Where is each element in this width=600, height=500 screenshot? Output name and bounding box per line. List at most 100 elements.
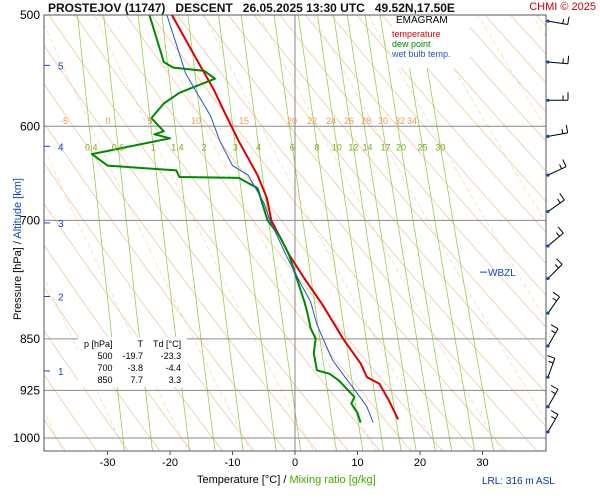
mixing-ratio-label: 30 — [435, 142, 445, 152]
altitude-tick-label: 3 — [58, 219, 64, 230]
dry-adiabat — [381, 15, 546, 202]
moist-adiabat — [258, 15, 503, 451]
dry-adiabat — [48, 15, 381, 451]
legend-wetbulb: wet bulb temp. — [392, 49, 451, 59]
wind-barb-dot — [546, 209, 550, 214]
y-axis-separator: / — [12, 238, 24, 248]
wind-barb-dot — [546, 134, 550, 138]
table-cell: -19.7 — [122, 351, 144, 361]
wind-barb-dot — [546, 60, 550, 64]
dry-adiabat — [44, 286, 161, 451]
dry-adiabat — [433, 15, 546, 142]
mixing-ratio-line — [103, 15, 153, 451]
dry-adiabat — [484, 15, 546, 84]
legend-dewpoint: dew point — [392, 39, 431, 49]
wind-barb-flag — [551, 330, 556, 334]
altitude-tick-label: 2 — [58, 292, 64, 303]
wind-barb-dot — [546, 311, 550, 315]
wind-barb-flag — [550, 384, 559, 390]
dry-adiabat — [253, 15, 546, 361]
table-row: 850 7.7 3.3 — [80, 375, 185, 385]
moist-adiabat — [44, 23, 252, 451]
wind-barb — [547, 264, 563, 279]
wind-barb-flag — [562, 18, 565, 24]
wind-barb — [547, 20, 568, 26]
dry-adiabat — [227, 15, 546, 394]
wind-barb-flag — [548, 360, 554, 364]
wind-barb — [547, 328, 559, 347]
mixing-ratio-line — [187, 15, 244, 451]
isotherm-label: 28 — [361, 116, 371, 126]
series-wet-bulb-temp-line — [166, 15, 374, 423]
wbzl-label: WBZL — [488, 268, 516, 279]
table-header: T — [137, 339, 144, 349]
altitude-tick-label: 1 — [58, 367, 64, 378]
mixing-ratio-label: 10 — [332, 142, 342, 152]
moist-adiabat — [313, 15, 546, 422]
dry-adiabat — [44, 244, 192, 451]
mixing-ratio-label: 3 — [233, 142, 238, 152]
wind-barb — [547, 296, 560, 314]
table-cell: -3.8 — [127, 363, 144, 373]
isotherm-label: 32 — [395, 116, 405, 126]
mixing-ratio-label: 1.4 — [171, 142, 184, 152]
mixing-ratio-label: 0.6 — [112, 142, 125, 152]
wind-barb-flag — [551, 416, 556, 420]
wind-barb — [547, 166, 567, 176]
dry-adiabat — [458, 15, 546, 113]
mixing-ratio-line — [379, 15, 453, 451]
mixing-ratio-line — [400, 15, 476, 451]
legend-title: EMAGRAM — [396, 15, 448, 26]
x-axis-separator: / — [280, 474, 290, 486]
isotherm-label: 5 — [147, 116, 152, 126]
altitude-tick-label: 4 — [58, 142, 64, 153]
pressure-tick-label: 500 — [20, 8, 40, 22]
table-cell: -23.3 — [160, 351, 182, 361]
wind-barb-flag — [552, 291, 560, 298]
legend-temperature: temperature — [392, 29, 441, 39]
dry-adiabat — [279, 15, 546, 328]
isotherm-label: 10 — [191, 116, 201, 126]
mixing-ratio-label: 8 — [315, 142, 320, 152]
isotherm-label: 15 — [239, 116, 249, 126]
temperature-tick-label: -10 — [225, 457, 241, 469]
wind-barb-dot — [546, 405, 550, 409]
wind-barb — [547, 232, 564, 247]
dry-adiabat — [202, 15, 546, 428]
mixing-ratio-label: 6 — [290, 142, 295, 152]
wind-barb-flag — [547, 355, 556, 359]
dry-adiabat — [44, 329, 129, 451]
wind-barb-flag — [565, 124, 569, 133]
temperature-tick-label: 20 — [414, 457, 426, 469]
mixing-ratio-line — [161, 15, 216, 451]
dry-adiabat — [176, 15, 538, 451]
dry-adiabat — [44, 83, 318, 451]
y-axis-label: Pressure [hPa] / Altitude [km] — [12, 169, 24, 329]
dry-adiabat — [74, 15, 412, 451]
wind-barb-flag — [556, 232, 560, 237]
mixing-ratio-line — [77, 15, 125, 451]
mixing-ratio-line — [347, 15, 417, 451]
wind-barb — [547, 61, 568, 65]
mixing-ratio-line — [364, 15, 436, 451]
wind-barb-flag — [567, 55, 570, 64]
mixing-ratio-label: 25 — [417, 142, 427, 152]
temperature-tick-label: 30 — [476, 457, 488, 469]
isotherm-label: 24 — [326, 116, 336, 126]
x-axis-mixing-label: Mixing ratio [g/kg] — [289, 474, 376, 486]
mixing-ratio-line — [317, 15, 385, 451]
pressure-tick-label: 1000 — [13, 431, 40, 445]
dry-adiabat — [44, 202, 224, 451]
mixing-ratio-line — [137, 15, 190, 451]
table-row: 500 -19.7 -23.3 — [80, 351, 185, 361]
dry-adiabat — [99, 15, 444, 451]
wind-barb — [547, 132, 568, 137]
wind-barb-flag — [554, 264, 559, 269]
copyright: CHMI © 2025 — [529, 1, 596, 13]
dry-adiabat — [44, 374, 98, 451]
summary-table: p [hPa] T Td [°C] 500 -19.7 -23.3 700 -3… — [78, 337, 188, 387]
isotherm-label: -5 — [60, 116, 68, 126]
y-axis-altitude-label: Altitude [km] — [12, 178, 24, 239]
pressure-tick-label: 600 — [20, 119, 40, 133]
